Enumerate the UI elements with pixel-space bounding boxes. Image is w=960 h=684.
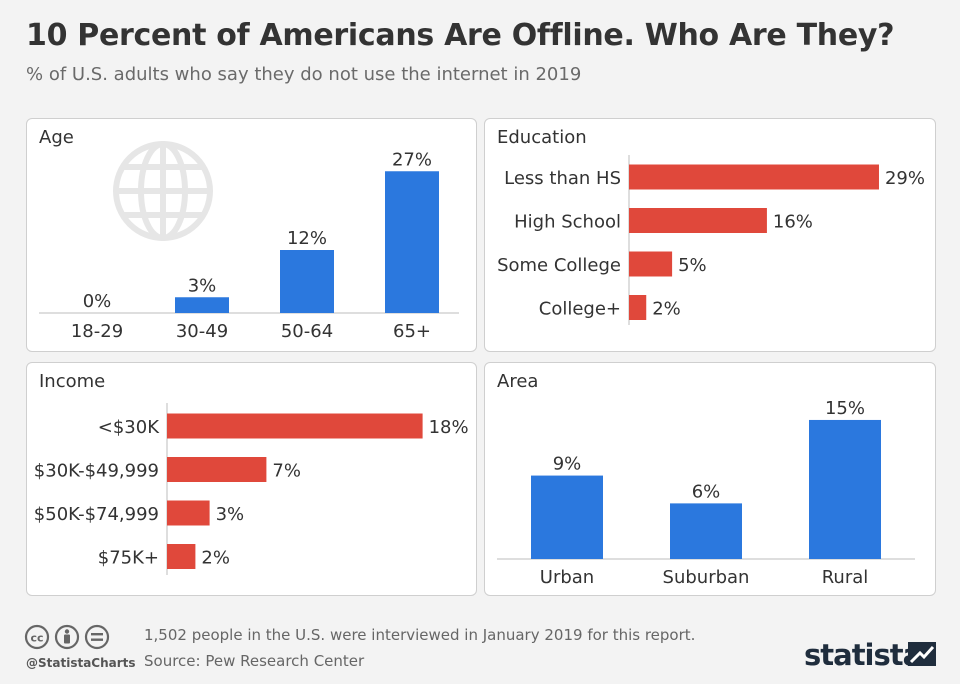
by-icon (54, 624, 80, 650)
area-bar (809, 419, 881, 559)
area-tick-label: Suburban (663, 567, 750, 588)
income-data-label: 7% (272, 461, 301, 482)
education-panel-title: Education (497, 127, 587, 148)
education-bar (629, 208, 767, 233)
chart-title: 10 Percent of Americans Are Offline. Who… (26, 18, 895, 53)
income-tick-label: $30K-$49,999 (34, 461, 159, 482)
income-data-label: 18% (429, 417, 469, 438)
education-chart: 29% Less than HS 16% High School 5% Some Coll… (497, 155, 925, 325)
statista-logo-icon (908, 642, 936, 666)
income-tick-label: $75K+ (98, 548, 159, 569)
age-data-label: 0% (83, 291, 112, 312)
income-chart: 18% <$30K 7% $30K-$49,999 3% $50K-$74,999 2% $7… (34, 403, 469, 575)
footer: cc @StatistaCharts 1,502 people in the U… (0, 618, 960, 684)
education-bar (629, 251, 673, 277)
education-tick-label: High School (514, 212, 621, 233)
area-panel-title: Area (497, 371, 539, 392)
age-tick-label: 50-64 (281, 321, 333, 342)
income-bar (167, 500, 210, 526)
education-data-label: 2% (652, 299, 681, 320)
cc-icon: cc (24, 624, 50, 650)
area-tick-label: Urban (540, 567, 594, 588)
education-bar (629, 164, 879, 190)
income-panel-title: Income (39, 371, 106, 392)
education-bar (629, 295, 647, 320)
age-tick-label: 30-49 (176, 321, 228, 342)
age-panel: Age 0% 18-29 3% 30-49 12% 50-64 27% 65+ (26, 118, 477, 352)
area-bar (670, 503, 742, 559)
income-tick-label: <$30K (98, 417, 160, 438)
area-bar (531, 475, 603, 559)
education-data-label: 5% (678, 255, 707, 276)
area-data-label: 9% (553, 454, 582, 475)
age-data-label: 12% (287, 228, 327, 249)
source-note: Source: Pew Research Center (144, 652, 365, 670)
age-bar (385, 171, 439, 313)
area-panel: Area 9% Urban 6% Suburban 15% Rural (484, 362, 936, 596)
income-bar (167, 457, 267, 482)
statista-logo: statista (804, 638, 922, 672)
income-data-label: 2% (201, 548, 230, 569)
age-data-label: 27% (392, 149, 432, 170)
area-chart: 9% Urban 6% Suburban 15% Rural (497, 398, 915, 588)
svg-text:cc: cc (30, 632, 43, 645)
education-tick-label: Less than HS (504, 168, 621, 189)
education-data-label: 29% (885, 168, 925, 189)
area-data-label: 15% (825, 398, 865, 419)
income-tick-label: $50K-$74,999 (34, 504, 159, 525)
age-tick-label: 18-29 (71, 321, 123, 342)
area-tick-label: Rural (822, 567, 869, 588)
education-data-label: 16% (773, 212, 813, 233)
age-panel-title: Age (39, 127, 74, 148)
footnote: 1,502 people in the U.S. were interviewe… (144, 626, 696, 644)
income-panel: Income 18% <$30K 7% $30K-$49,999 3% $50K-$74,… (26, 362, 477, 596)
income-bar (167, 413, 423, 439)
license-icons: cc (24, 624, 110, 650)
age-chart: 0% 18-29 3% 30-49 12% 50-64 27% 65+ (39, 141, 459, 342)
nd-icon (84, 624, 110, 650)
age-data-label: 3% (188, 275, 217, 296)
statista-handle: @StatistaCharts (26, 656, 136, 670)
income-bar (167, 544, 196, 569)
age-bar (280, 250, 334, 313)
education-tick-label: College+ (539, 299, 621, 320)
chart-subtitle: % of U.S. adults who say they do not use… (26, 64, 582, 85)
income-data-label: 3% (216, 504, 245, 525)
age-bar (175, 297, 229, 313)
education-tick-label: Some College (497, 255, 621, 276)
age-tick-label: 65+ (393, 321, 431, 342)
education-panel: Education 29% Less than HS 16% High School 5… (484, 118, 936, 352)
globe-icon (113, 141, 213, 241)
area-data-label: 6% (692, 481, 721, 502)
